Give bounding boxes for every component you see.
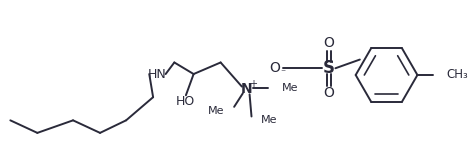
Text: S: S bbox=[323, 59, 335, 77]
Text: Me: Me bbox=[281, 82, 298, 93]
Text: HO: HO bbox=[175, 94, 195, 108]
Text: N: N bbox=[241, 82, 252, 96]
Text: CH₃: CH₃ bbox=[446, 69, 468, 81]
Text: Me: Me bbox=[208, 106, 225, 116]
Text: O: O bbox=[270, 61, 280, 75]
Text: O: O bbox=[323, 86, 334, 100]
Text: +: + bbox=[250, 79, 257, 89]
Text: O: O bbox=[323, 36, 334, 50]
Text: HN: HN bbox=[148, 68, 166, 81]
Text: ⁻: ⁻ bbox=[280, 68, 286, 78]
Text: Me: Me bbox=[261, 115, 278, 125]
